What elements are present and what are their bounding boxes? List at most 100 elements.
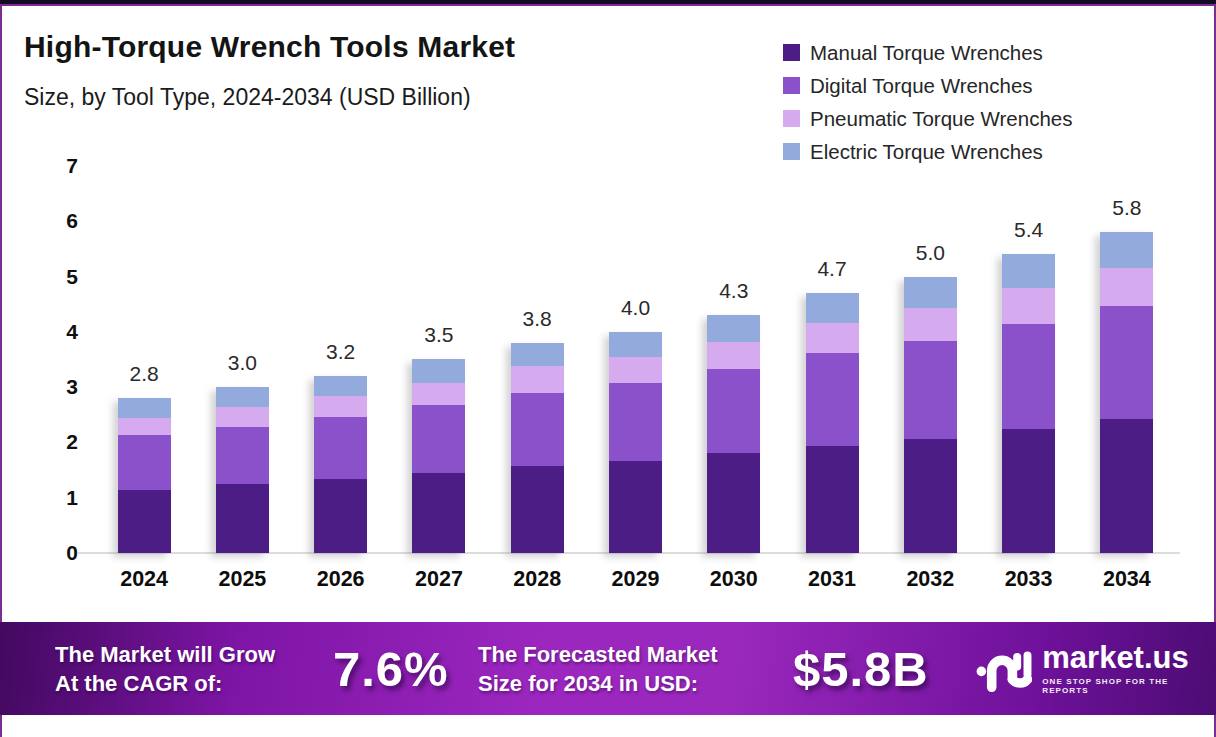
bar-segment-pneumatic-2030 <box>707 342 760 370</box>
y-axis-label-0: 0 <box>32 540 78 566</box>
bar-segment-electric-2025 <box>216 387 269 407</box>
brand-logo: market.us ONE STOP SHOP FOR THE REPORTS <box>975 642 1216 696</box>
bar-2027 <box>412 359 465 553</box>
bar-total-label-2030: 4.3 <box>685 279 783 303</box>
bar-segment-pneumatic-2029 <box>609 357 662 383</box>
bar-segment-electric-2030 <box>707 315 760 342</box>
infographic: High-Torque Wrench Tools Market Size, by… <box>0 0 1216 737</box>
bar-2026 <box>314 376 367 553</box>
cagr-label: The Market will Grow At the CAGR of: <box>55 639 275 697</box>
page-subtitle: Size, by Tool Type, 2024-2034 (USD Billi… <box>24 84 471 111</box>
legend-label: Manual Torque Wrenches <box>810 41 1043 65</box>
bar-group-2032: 5.0 <box>881 166 979 553</box>
bar-segment-digital-2030 <box>707 369 760 453</box>
bar-group-2034: 5.8 <box>1078 166 1176 553</box>
bar-segment-electric-2029 <box>609 332 662 357</box>
cagr-value: 7.6% <box>333 641 449 697</box>
brand-name: market.us <box>1042 642 1216 673</box>
bar-segment-electric-2031 <box>806 293 859 323</box>
bar-segment-pneumatic-2027 <box>412 383 465 406</box>
y-axis-label-2: 2 <box>32 429 78 455</box>
legend-label: Electric Torque Wrenches <box>810 140 1043 164</box>
bar-segment-manual-2029 <box>609 461 662 553</box>
legend-swatch <box>783 110 800 127</box>
legend-item-electric: Electric Torque Wrenches <box>783 135 1072 168</box>
y-axis-label-1: 1 <box>32 485 78 511</box>
bar-group-2026: 3.2 <box>292 166 390 553</box>
bar-segment-digital-2034 <box>1100 306 1153 419</box>
x-axis-label-2027: 2027 <box>390 567 488 592</box>
legend: Manual Torque Wrenches Digital Torque Wr… <box>783 36 1072 168</box>
bar-segment-manual-2034 <box>1100 419 1153 553</box>
bar-group-2027: 3.5 <box>390 166 488 553</box>
bar-segment-digital-2026 <box>314 417 367 479</box>
bar-segment-pneumatic-2031 <box>806 323 859 353</box>
bottom-banner: The Market will Grow At the CAGR of: 7.6… <box>0 622 1216 715</box>
legend-label: Digital Torque Wrenches <box>810 74 1033 98</box>
legend-swatch <box>783 77 800 94</box>
bar-segment-manual-2024 <box>118 490 171 553</box>
cagr-label-line1: The Market will Grow <box>55 639 275 668</box>
x-axis-label-2030: 2030 <box>685 567 783 592</box>
bar-total-label-2027: 3.5 <box>390 323 488 347</box>
bar-segment-manual-2028 <box>511 466 564 553</box>
page-title: High-Torque Wrench Tools Market <box>24 30 515 64</box>
legend-item-manual: Manual Torque Wrenches <box>783 36 1072 69</box>
bar-segment-manual-2032 <box>904 439 957 553</box>
legend-swatch <box>783 44 800 61</box>
bar-segment-digital-2028 <box>511 393 564 467</box>
bar-segment-manual-2031 <box>806 446 859 553</box>
bar-segment-electric-2034 <box>1100 232 1153 268</box>
bar-total-label-2031: 4.7 <box>783 257 881 281</box>
forecast-value: $5.8B <box>793 641 929 697</box>
bar-segment-manual-2025 <box>216 484 269 553</box>
bar-segment-digital-2032 <box>904 341 957 438</box>
bar-segment-electric-2026 <box>314 376 367 396</box>
brand-text: market.us ONE STOP SHOP FOR THE REPORTS <box>1042 642 1216 695</box>
bar-segment-digital-2024 <box>118 435 171 490</box>
bar-total-label-2032: 5.0 <box>881 241 979 265</box>
bar-2031 <box>806 293 859 553</box>
forecast-label-line2: Size for 2034 in USD: <box>478 669 718 698</box>
bar-2034 <box>1100 232 1153 553</box>
x-axis-label-2033: 2033 <box>979 567 1077 592</box>
bar-2028 <box>511 343 564 553</box>
bar-2030 <box>707 315 760 553</box>
bar-group-2033: 5.4 <box>979 166 1077 553</box>
bar-segment-digital-2029 <box>609 383 662 462</box>
bar-segment-digital-2027 <box>412 405 465 472</box>
bar-total-label-2024: 2.8 <box>95 362 193 386</box>
forecast-label-line1: The Forecasted Market <box>478 639 718 668</box>
bar-segment-electric-2033 <box>1002 254 1055 287</box>
y-axis-label-6: 6 <box>32 208 78 234</box>
bar-group-2025: 3.0 <box>193 166 291 553</box>
bar-segment-electric-2024 <box>118 398 171 417</box>
bar-segment-manual-2033 <box>1002 429 1055 553</box>
bar-segment-manual-2030 <box>707 453 760 553</box>
bar-total-label-2028: 3.8 <box>488 307 586 331</box>
y-axis-label-7: 7 <box>32 153 78 179</box>
bar-group-2024: 2.8 <box>95 166 193 553</box>
bar-group-2031: 4.7 <box>783 166 881 553</box>
bar-segment-manual-2027 <box>412 473 465 553</box>
market-us-logo-icon <box>975 642 1032 696</box>
brand-tagline: ONE STOP SHOP FOR THE REPORTS <box>1042 677 1216 695</box>
x-axis-label-2026: 2026 <box>292 567 390 592</box>
stacked-bar-chart: 2.83.03.23.53.84.04.34.75.05.45.8 <box>95 166 1176 553</box>
x-axis-label-2028: 2028 <box>488 567 586 592</box>
x-axis-label-2024: 2024 <box>95 567 193 592</box>
y-axis-label-5: 5 <box>32 264 78 290</box>
bar-2033 <box>1002 254 1055 553</box>
bar-total-label-2034: 5.8 <box>1078 196 1176 220</box>
legend-label: Pneumatic Torque Wrenches <box>810 107 1072 131</box>
bar-segment-pneumatic-2025 <box>216 407 269 427</box>
x-axis-label-2034: 2034 <box>1078 567 1176 592</box>
y-axis-label-4: 4 <box>32 319 78 345</box>
bar-segment-electric-2032 <box>904 277 957 309</box>
x-axis-label-2029: 2029 <box>586 567 684 592</box>
bar-2029 <box>609 332 662 553</box>
y-axis-label-3: 3 <box>32 374 78 400</box>
bar-segment-pneumatic-2032 <box>904 308 957 341</box>
bar-segment-digital-2031 <box>806 353 859 445</box>
x-axis-label-2025: 2025 <box>193 567 291 592</box>
